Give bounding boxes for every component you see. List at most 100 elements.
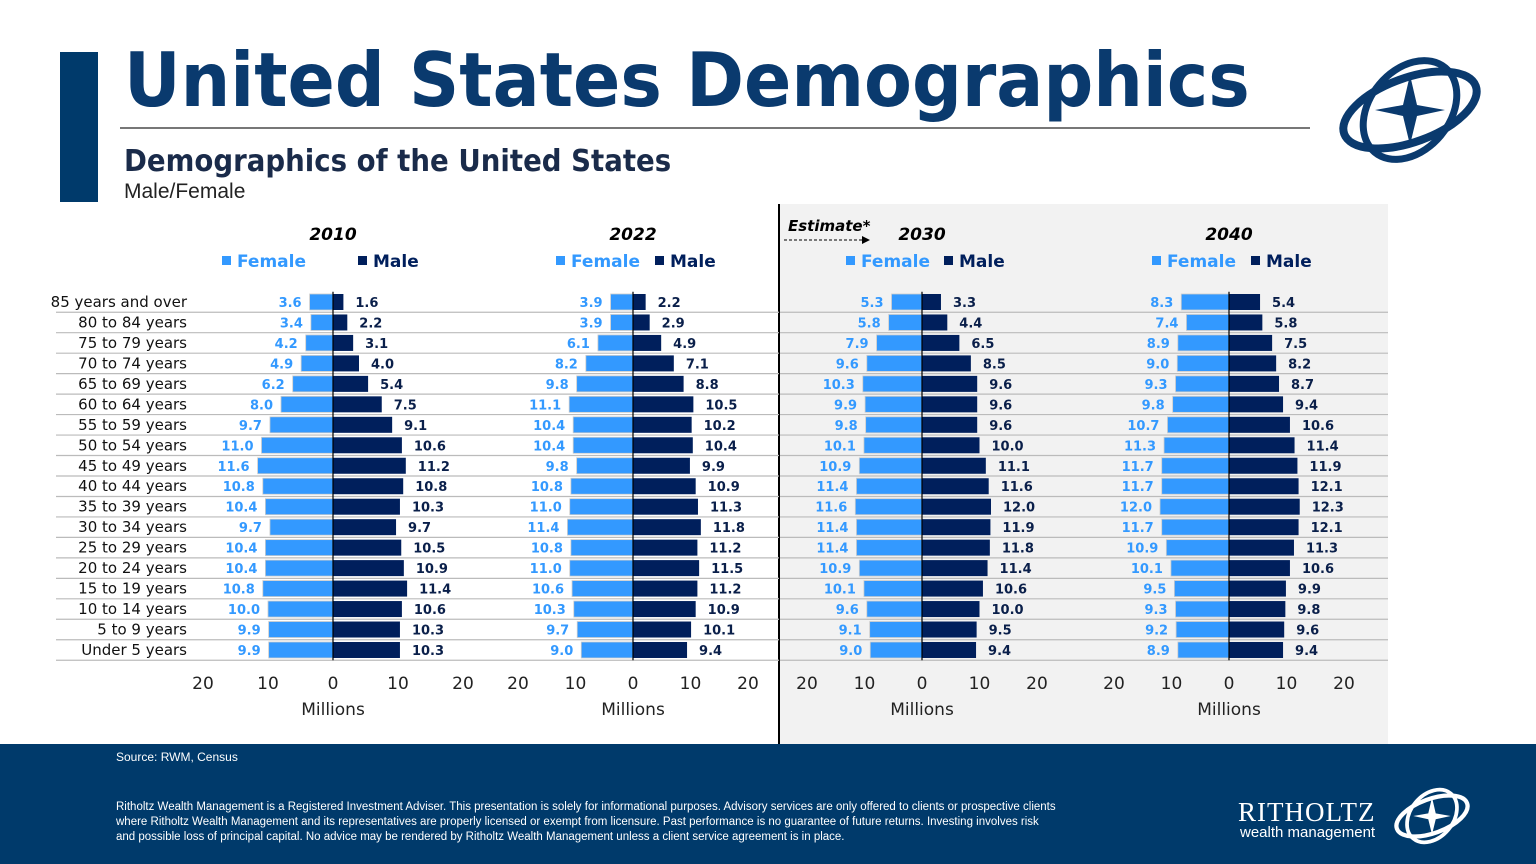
title-divider xyxy=(120,127,1310,129)
bar-male xyxy=(333,519,397,536)
category-label: 15 to 19 years xyxy=(78,580,187,598)
data-label-female: 10.4 xyxy=(533,419,565,434)
bar-female xyxy=(269,518,334,536)
bar-female xyxy=(300,355,334,372)
category-label: 45 to 49 years xyxy=(78,457,187,475)
category-label: 60 to 64 years xyxy=(78,395,187,413)
footer-compass-logo-icon xyxy=(1394,787,1470,845)
bar-male xyxy=(922,437,980,454)
data-label-female: 9.3 xyxy=(1144,378,1167,393)
legend-swatch-female xyxy=(222,256,231,265)
bar-male xyxy=(333,641,400,658)
bar-female xyxy=(568,395,634,413)
data-label-female: 10.9 xyxy=(1126,542,1158,557)
data-label-female: 9.6 xyxy=(836,603,859,618)
data-label-female: 9.3 xyxy=(1144,603,1167,618)
legend-swatch-female xyxy=(846,256,855,265)
chart-year-title: 2022 xyxy=(609,225,656,245)
data-label-female: 10.3 xyxy=(823,378,855,393)
data-label-male: 9.4 xyxy=(1295,398,1318,413)
data-label-male: 11.4 xyxy=(419,583,451,598)
bar-female xyxy=(573,600,634,618)
bar-female xyxy=(572,436,634,454)
compass-logo-icon xyxy=(1339,57,1481,163)
bar-female xyxy=(280,395,334,413)
bar-male xyxy=(1229,478,1299,495)
data-label-male: 9.6 xyxy=(989,398,1012,413)
bar-female xyxy=(866,600,923,618)
data-label-female: 9.6 xyxy=(836,357,859,372)
bar-female xyxy=(576,621,634,638)
bar-male xyxy=(1229,416,1290,433)
data-label-female: 10.7 xyxy=(1127,419,1159,434)
data-label-male: 9.9 xyxy=(702,460,725,475)
bar-female xyxy=(856,477,923,495)
data-label-male: 9.4 xyxy=(1295,644,1318,659)
bar-female xyxy=(864,395,923,413)
bar-female xyxy=(876,334,923,352)
legend-swatch-female xyxy=(556,256,565,265)
data-label-female: 9.7 xyxy=(546,624,569,639)
x-axis-label: Millions xyxy=(890,700,954,720)
legend-swatch-male xyxy=(1251,256,1260,265)
data-label-female: 10.1 xyxy=(824,439,856,454)
bar-male xyxy=(333,416,393,433)
category-label: 55 to 59 years xyxy=(78,416,187,434)
bar-male xyxy=(333,437,402,454)
data-label-male: 9.7 xyxy=(408,521,431,536)
x-tick-label: 20 xyxy=(192,674,214,694)
bar-female xyxy=(891,293,923,311)
bar-male xyxy=(1229,519,1299,536)
bar-male xyxy=(922,519,991,536)
data-label-male: 10.6 xyxy=(414,603,446,618)
bar-male xyxy=(633,498,698,515)
bar-male xyxy=(333,355,359,372)
data-label-female: 9.0 xyxy=(1146,357,1169,372)
bar-female xyxy=(264,559,334,577)
bar-male xyxy=(333,334,354,351)
bar-male xyxy=(333,457,406,474)
bar-male xyxy=(1229,355,1277,372)
bar-female xyxy=(610,293,634,311)
category-label: 75 to 79 years xyxy=(78,334,187,352)
data-label-female: 9.8 xyxy=(546,460,569,475)
data-label-female: 9.9 xyxy=(238,624,261,639)
data-label-male: 4.9 xyxy=(673,337,696,352)
data-label-male: 12.1 xyxy=(1311,521,1343,536)
brand-name: RITHOLTZ xyxy=(1238,797,1376,827)
bar-male xyxy=(633,621,692,638)
legend-swatch-female xyxy=(1152,256,1161,265)
data-label-male: 10.5 xyxy=(705,398,737,413)
data-label-female: 3.9 xyxy=(580,296,603,311)
data-label-female: 9.5 xyxy=(1143,583,1166,598)
data-label-male: 10.6 xyxy=(414,439,446,454)
legend-label-male: Male xyxy=(373,252,419,272)
data-label-female: 10.1 xyxy=(1131,562,1163,577)
bar-male xyxy=(922,580,983,597)
bar-male xyxy=(633,355,674,372)
bar-female xyxy=(1180,293,1230,311)
bar-female xyxy=(576,457,634,475)
data-label-male: 9.1 xyxy=(404,419,427,434)
bar-female xyxy=(569,559,634,577)
accent-bar xyxy=(60,52,98,202)
data-label-male: 11.1 xyxy=(998,460,1030,475)
bar-female xyxy=(1172,395,1230,413)
data-label-male: 11.4 xyxy=(1000,562,1032,577)
data-label-female: 10.6 xyxy=(532,583,564,598)
data-label-female: 5.3 xyxy=(860,296,883,311)
data-label-female: 9.2 xyxy=(1145,624,1168,639)
data-label-male: 11.4 xyxy=(1307,439,1339,454)
bar-female xyxy=(305,334,334,352)
data-label-male: 9.6 xyxy=(989,378,1012,393)
pyramid-2040: 2040 Female Male 8.3 5.4 7.4 5.8 8.9 7.5 9.0 8.2 9.… xyxy=(1103,225,1355,720)
bar-female xyxy=(264,539,334,557)
data-label-female: 11.4 xyxy=(527,521,559,536)
x-tick-label: 20 xyxy=(737,674,759,694)
data-label-male: 10.0 xyxy=(992,603,1024,618)
data-label-male: 11.9 xyxy=(1002,521,1034,536)
category-label: 5 to 9 years xyxy=(97,621,187,639)
bar-female xyxy=(1161,477,1230,495)
data-label-male: 11.6 xyxy=(1001,480,1033,495)
pyramid-2030: 2030 Female Male 5.3 3.3 5.8 4.4 7.9 6.5 9.6 8.5 10… xyxy=(796,225,1048,720)
